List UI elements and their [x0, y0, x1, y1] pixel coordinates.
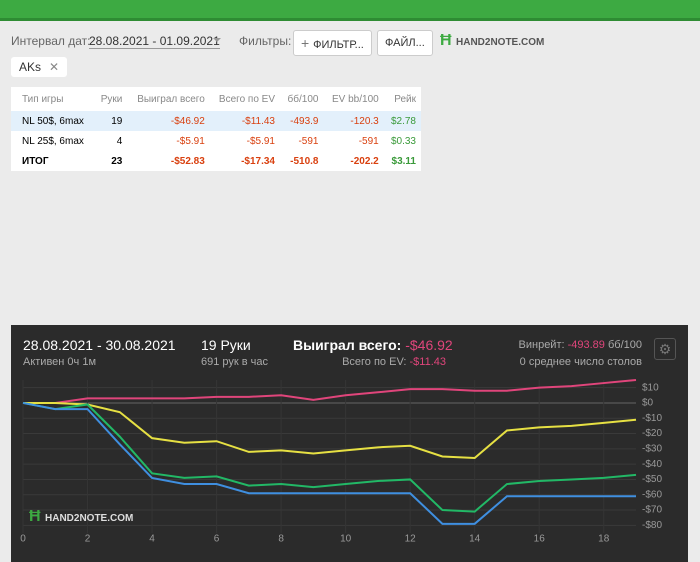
cell: -591	[358, 135, 379, 147]
logo: Ħ HAND2NOTE.COM	[440, 32, 545, 49]
header-cell: Рейк	[394, 93, 416, 105]
header-cell: Руки	[100, 93, 123, 105]
header-cell: бб/100	[287, 93, 319, 105]
cell: -591	[298, 135, 319, 147]
winrate-unit: бб/100	[607, 339, 642, 351]
chart-logo: Ħ HAND2NOTE.COM	[29, 508, 134, 525]
cell: 4	[116, 135, 123, 147]
cell: -$46.92	[170, 115, 205, 127]
active: Активен 0ч 1м	[23, 356, 97, 368]
table-box: Тип игры Руки Выиграл всего Всего по EV бб/1…	[11, 87, 421, 171]
period: 28.08.2021 - 30.08.2021	[23, 337, 176, 353]
x-tick-label: 14	[469, 534, 481, 545]
x-tick-label: 12	[405, 534, 417, 545]
date-label: Интервал дат:	[11, 34, 91, 48]
winrate-value: -493.89	[567, 339, 605, 351]
cell: -$52.83	[170, 155, 205, 167]
won: Выиграл всего: -$46.92	[293, 337, 453, 353]
header-row: Тип игры Руки Выиграл всего Всего по EV бб/1…	[11, 87, 421, 111]
cell: 19	[111, 115, 123, 127]
series-line	[23, 401, 637, 460]
cell: ИТОГ	[22, 155, 49, 167]
header-cell: Выиграл всего	[137, 93, 205, 105]
winrate-label: Винрейт:	[518, 339, 565, 351]
cell: $3.11	[391, 155, 416, 167]
y-tick-label: -$20	[642, 428, 662, 439]
ev-value: -$11.43	[409, 356, 447, 368]
chart-logo-text: HAND2NOTE.COM	[45, 513, 134, 524]
series-line	[22, 401, 637, 513]
cell: $2.78	[390, 115, 416, 127]
chip-text: AKs	[19, 60, 42, 74]
total-row: ИТОГ 23 -$52.83 -$17.34 -510.8 -202.2 $3.11	[11, 151, 421, 171]
dropdown-arrow	[213, 38, 221, 46]
cell: -493.9	[290, 115, 319, 127]
cell: -$17.34	[241, 155, 275, 167]
series-line	[22, 401, 636, 525]
x-tick-label: 16	[534, 534, 546, 545]
won-label: Выиграл всего:	[293, 337, 402, 353]
cell: NL 50$, 6max	[22, 115, 84, 127]
x-tick-label: 0	[20, 534, 26, 545]
date-range[interactable]: 28.08.2021 - 01.09.2021	[89, 34, 220, 49]
x-tick-label: 18	[598, 534, 610, 545]
x-tick-label: 8	[278, 534, 284, 545]
cell: $0.33	[390, 135, 416, 147]
x-tick-label: 4	[149, 534, 155, 545]
y-tick-label: -$80	[642, 520, 662, 531]
ev-label: Всего по EV:	[342, 356, 407, 368]
stats-table: Тип игры Руки Выиграл всего Всего по EV бб/1…	[11, 87, 421, 171]
table-row: NL 25$, 6max 4 -$5.91 -$5.91 -591 -591 $0.33	[11, 131, 421, 151]
y-tick-label: $0	[642, 398, 654, 409]
hands: 19 Руки	[201, 337, 251, 353]
y-tick-label: -$10	[642, 413, 662, 424]
filter-button[interactable]: + ФИЛЬТР...	[293, 30, 372, 56]
top-bar	[0, 0, 700, 21]
cell: -510.8	[290, 155, 319, 167]
y-tick-label: -$70	[642, 505, 662, 516]
header-cell: EV bb/100	[332, 93, 379, 105]
cell: -$5.91	[246, 135, 275, 147]
series-line	[23, 379, 637, 404]
cell: NL 25$, 6max	[22, 135, 84, 147]
header-cell: Всего по EV	[218, 93, 275, 105]
y-tick-label: $10	[642, 382, 659, 393]
logo-text: HAND2NOTE.COM	[456, 37, 545, 48]
chart-panel: 28.08.2021 - 30.08.2021 Активен 0ч 1м 19…	[11, 325, 688, 562]
y-tick-label: -$30	[642, 443, 662, 454]
filter-button-text: ФИЛЬТР...	[313, 39, 364, 51]
file-button[interactable]: ФАЙЛ...	[377, 30, 433, 56]
cell: -202.2	[350, 155, 379, 167]
y-tick-label: -$40	[642, 459, 662, 470]
y-tick-label: -$50	[642, 474, 662, 485]
y-tick-label: -$60	[642, 489, 662, 500]
x-tick-label: 2	[85, 534, 91, 545]
settings-button[interactable]: ⚙	[654, 338, 676, 360]
table-row: NL 50$, 6max 19 -$46.92 -$11.43 -493.9 -120.3…	[11, 111, 421, 131]
hands-rate: 691 рук в час	[201, 356, 269, 368]
header-cell: Тип игры	[22, 93, 64, 105]
cell: -120.3	[350, 115, 379, 127]
winrate: Винрейт: -493.89 бб/100	[519, 339, 642, 351]
tables: 0 среднее число столов	[519, 356, 642, 368]
x-tick-label: 10	[340, 534, 352, 545]
won-value: -$46.92	[405, 337, 453, 353]
x-tick-label: 6	[214, 534, 220, 545]
chart: $10 $0 -$10 -$20 -$30 -$40 -$50 -$60 -$70 -$80 0 2 4…	[20, 379, 662, 545]
cell: -$5.91	[176, 135, 205, 147]
cell: -$11.43	[241, 115, 275, 127]
filters-label: Фильтры:	[239, 34, 292, 48]
cell: 23	[111, 155, 123, 167]
ev: Всего по EV: -$11.43	[342, 356, 446, 368]
chip[interactable]: AKs ✕	[11, 57, 68, 77]
